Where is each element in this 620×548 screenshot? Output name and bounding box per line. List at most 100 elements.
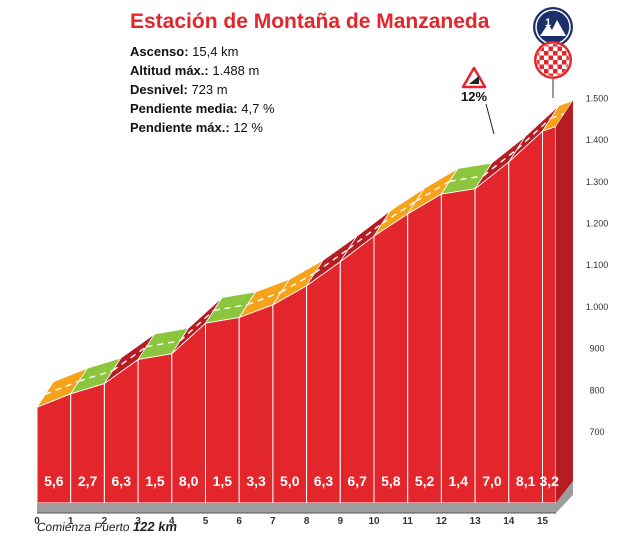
front-face-segment bbox=[508, 129, 543, 504]
profile-layer bbox=[35, 100, 574, 513]
segment-slope-label: 5,6 bbox=[44, 473, 64, 489]
axis-layer: 0 1 2 3 4 5 6 7 8 9 10 11 12 13 14 157008009001.0001.10… bbox=[34, 93, 608, 527]
road-centerline bbox=[112, 346, 147, 372]
label-layer: 5,6 2,7 6,3 1,5 8,0 1,5 3,3 5,0 6,3 6,7 5,8 5,2 1,4 7… bbox=[44, 103, 559, 489]
x-tick-label: 4 bbox=[169, 516, 175, 527]
road-centerline bbox=[213, 303, 248, 312]
checker-square bbox=[539, 55, 544, 60]
checker-square bbox=[553, 51, 558, 56]
front-face-segment bbox=[407, 193, 442, 504]
front-face-segment bbox=[339, 235, 375, 504]
checker-square bbox=[537, 44, 540, 47]
footer-km: 122 km bbox=[132, 519, 179, 534]
stat-label: Pendiente media: bbox=[130, 101, 238, 116]
max-slope-label: 12% bbox=[461, 89, 488, 104]
climb-stats: Ascenso: 15,4 km Altitud máx.: 1.488 m D… bbox=[130, 42, 275, 137]
max-slope-pointer bbox=[485, 103, 495, 135]
segment-slope-label: 1,4 bbox=[449, 473, 469, 489]
x-tick-label: 6 bbox=[236, 516, 242, 527]
checker-square bbox=[553, 69, 558, 74]
x-tick-label: 1 bbox=[68, 516, 74, 527]
y-tick-label: 1.100 bbox=[586, 260, 609, 270]
segment-slope-label: 6,3 bbox=[314, 473, 334, 489]
segment-slope-label: 5,8 bbox=[381, 473, 401, 489]
segment-slope-label: 1,5 bbox=[213, 473, 233, 489]
checker-square bbox=[539, 64, 544, 69]
checker-square bbox=[562, 60, 567, 65]
road-centerline bbox=[247, 291, 282, 306]
y-tick-label: 1.000 bbox=[586, 302, 609, 312]
road-centerline bbox=[516, 117, 552, 150]
x-tick-label: 2 bbox=[102, 516, 108, 527]
checker-square bbox=[548, 64, 553, 69]
checker-square bbox=[562, 69, 567, 74]
segment-slope-label: 8,1 bbox=[516, 473, 536, 489]
front-face-segment bbox=[474, 160, 510, 504]
segment-slope-label: 5,0 bbox=[280, 473, 300, 489]
road-centerline bbox=[449, 175, 484, 182]
stat-value: 723 m bbox=[191, 82, 228, 97]
segment-slope-label: 6,7 bbox=[347, 473, 367, 489]
y-tick-label: 1.300 bbox=[586, 177, 609, 187]
stat-avg-gradient: Pendiente media: 4,7 % bbox=[130, 99, 275, 118]
stat-label: Altitud máx.: bbox=[130, 63, 209, 78]
footer-text: Comienza Puerto bbox=[35, 520, 131, 534]
x-tick-label: 8 bbox=[304, 516, 310, 527]
front-face-segment bbox=[373, 212, 409, 504]
front-face-segment bbox=[542, 125, 557, 504]
front-face-segment bbox=[272, 284, 308, 504]
y-tick-label: 900 bbox=[589, 344, 604, 354]
checker-square bbox=[539, 46, 544, 51]
x-tick-label: 10 bbox=[368, 516, 380, 527]
checker-square bbox=[557, 64, 562, 69]
checker-square bbox=[566, 55, 569, 60]
y-tick-label: 1.400 bbox=[586, 135, 609, 145]
x-tick-label: 7 bbox=[270, 516, 276, 527]
segment-slope-label: 2,7 bbox=[78, 473, 98, 489]
stat-value: 15,4 km bbox=[192, 44, 239, 59]
checker-square bbox=[544, 60, 549, 65]
checker-square bbox=[548, 46, 553, 51]
stat-elevation-gain: Desnivel: 723 m bbox=[130, 80, 275, 99]
x-tick-label: 13 bbox=[470, 516, 482, 527]
road-centerline bbox=[381, 200, 417, 224]
stat-ascent: Ascenso: 15,4 km bbox=[130, 42, 275, 61]
x-tick-label: 5 bbox=[203, 516, 209, 527]
road-centerline bbox=[550, 112, 565, 119]
segment-slope-label: 6,3 bbox=[112, 473, 132, 489]
road-centerline bbox=[179, 309, 215, 342]
segment-slope-label: 8,0 bbox=[179, 473, 199, 489]
checker-square bbox=[553, 60, 558, 65]
segment-slope-label: 7,0 bbox=[482, 473, 502, 489]
front-face-segment bbox=[306, 260, 341, 504]
stat-value: 12 % bbox=[233, 120, 263, 135]
svg-text:1: 1 bbox=[545, 17, 551, 29]
checker-square bbox=[548, 55, 553, 60]
y-tick-label: 1.200 bbox=[586, 219, 609, 229]
mountain-category-1-icon: 1 bbox=[533, 7, 573, 47]
road-centerline bbox=[314, 248, 349, 274]
checker-square bbox=[544, 51, 549, 56]
road-centerline bbox=[348, 222, 383, 250]
road-centerline bbox=[146, 340, 181, 348]
y-tick-label: 1.500 bbox=[586, 93, 609, 103]
checker-square bbox=[548, 73, 553, 76]
stat-label: Ascenso: bbox=[130, 44, 189, 59]
checker-square bbox=[544, 69, 549, 74]
checker-square bbox=[566, 73, 569, 76]
stat-label: Desnivel: bbox=[130, 82, 188, 97]
stat-label: Pendiente máx.: bbox=[130, 120, 230, 135]
x-tick-label: 0 bbox=[34, 516, 40, 527]
checkered-finish-flag-icon bbox=[534, 41, 572, 98]
x-tick-label: 3 bbox=[135, 516, 141, 527]
stat-max-altitude: Altitud máx.: 1.488 m bbox=[130, 61, 275, 80]
segment-slope-label: 1,5 bbox=[145, 473, 165, 489]
road-centerline bbox=[482, 148, 518, 177]
checker-square bbox=[562, 51, 567, 56]
base-strip bbox=[37, 481, 573, 513]
road-centerline bbox=[78, 370, 113, 382]
stat-max-gradient: Pendiente máx.: 12 % bbox=[130, 118, 275, 137]
page-title: Estación de Montaña de Manzaneda bbox=[130, 10, 490, 33]
